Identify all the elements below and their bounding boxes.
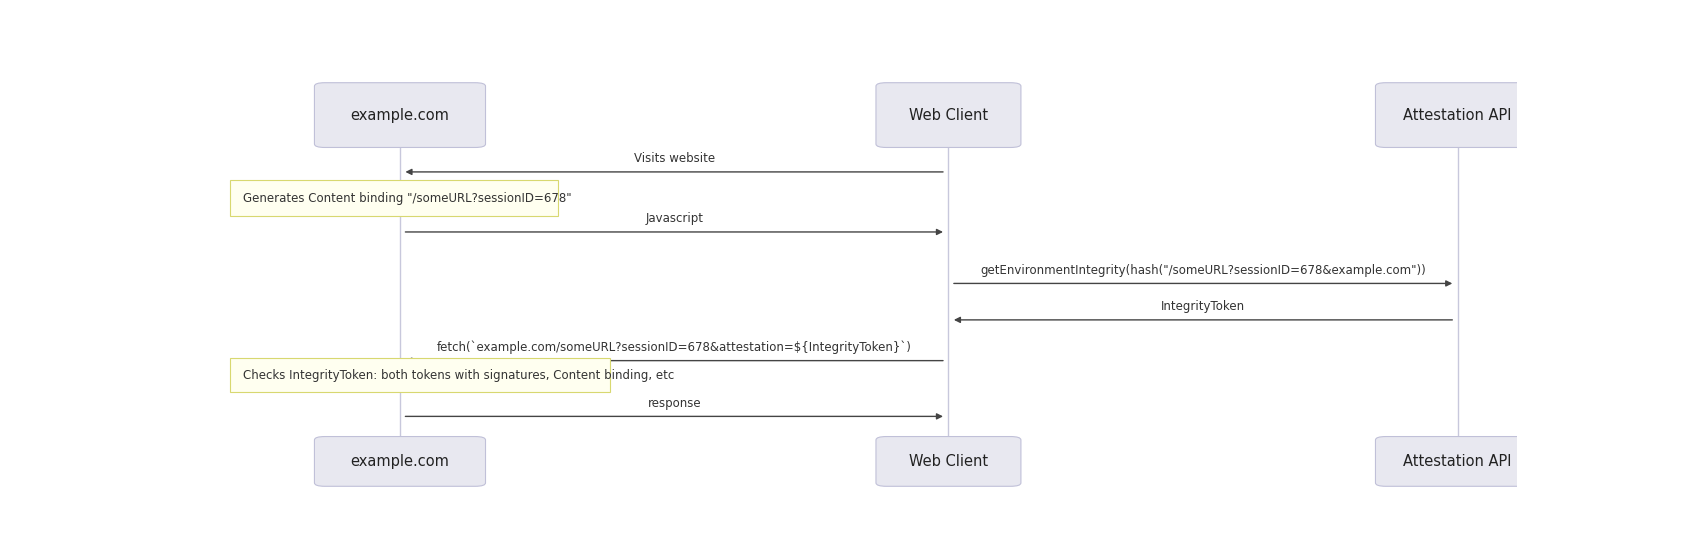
Text: example.com: example.com <box>350 108 450 123</box>
Text: Checks IntegrityToken: both tokens with signatures, Content binding, etc: Checks IntegrityToken: both tokens with … <box>243 369 674 382</box>
Text: Web Client: Web Client <box>908 454 987 469</box>
FancyBboxPatch shape <box>315 82 485 148</box>
Text: Javascript: Javascript <box>645 212 703 225</box>
FancyBboxPatch shape <box>1375 82 1540 148</box>
FancyBboxPatch shape <box>876 82 1021 148</box>
FancyBboxPatch shape <box>876 437 1021 486</box>
Text: Generates Content binding "/someURL?sessionID=678": Generates Content binding "/someURL?sess… <box>243 192 571 204</box>
Text: getEnvironmentIntegrity(hash("/someURL?sessionID=678&example.com")): getEnvironmentIntegrity(hash("/someURL?s… <box>981 263 1426 277</box>
FancyBboxPatch shape <box>1375 437 1540 486</box>
Text: fetch(`example.com/someURL?sessionID=678&attestation=${IntegrityToken}`): fetch(`example.com/someURL?sessionID=678… <box>436 340 912 354</box>
FancyBboxPatch shape <box>231 180 558 216</box>
Text: Attestation API: Attestation API <box>1404 454 1511 469</box>
Text: Visits website: Visits website <box>634 152 714 165</box>
Text: IntegrityToken: IntegrityToken <box>1161 300 1245 313</box>
FancyBboxPatch shape <box>231 359 610 392</box>
Text: example.com: example.com <box>350 454 450 469</box>
Text: Attestation API: Attestation API <box>1404 108 1511 123</box>
Text: Web Client: Web Client <box>908 108 987 123</box>
FancyBboxPatch shape <box>315 437 485 486</box>
Text: response: response <box>647 397 701 409</box>
